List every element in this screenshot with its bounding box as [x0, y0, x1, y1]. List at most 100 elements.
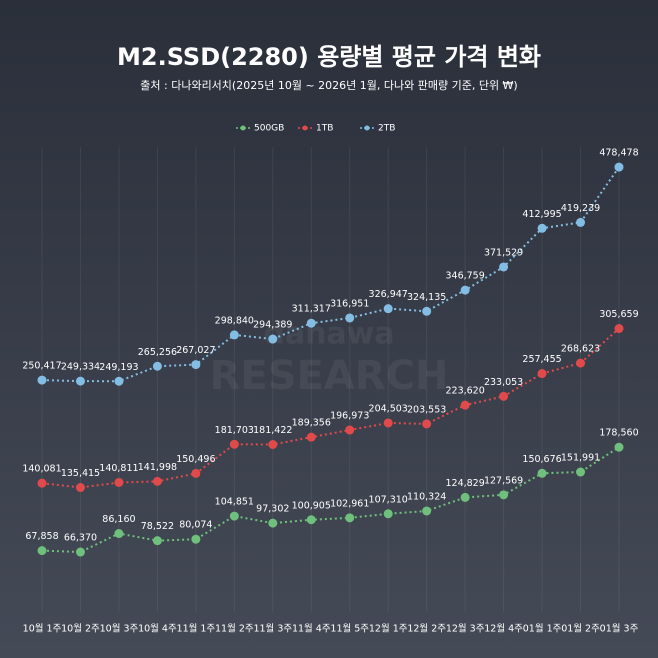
data-label: 268,623 [561, 344, 600, 355]
data-point [499, 490, 509, 500]
data-point [229, 511, 239, 521]
data-point [537, 369, 547, 379]
data-point [499, 391, 509, 401]
data-label: 110,324 [407, 491, 446, 502]
data-label: 298,840 [215, 315, 254, 326]
series-line [41, 446, 620, 554]
x-tick-label: 11월 4주 [292, 623, 331, 635]
data-point [37, 546, 47, 556]
legend-marker [364, 125, 370, 131]
data-point [306, 432, 316, 442]
data-label: 412,995 [522, 209, 561, 220]
data-label: 97,302 [256, 504, 289, 515]
data-label: 346,759 [445, 271, 484, 282]
data-label: 80,074 [179, 520, 212, 531]
data-point [268, 518, 278, 528]
x-tick-label: 10월 4주 [138, 623, 177, 635]
data-label: 305,659 [599, 309, 638, 320]
data-label: 326,947 [369, 289, 408, 300]
data-label: 233,053 [484, 377, 523, 388]
x-tick-label: 10월 2주 [61, 623, 100, 635]
data-label: 249,193 [99, 362, 138, 373]
data-point [191, 534, 201, 544]
data-point [306, 318, 316, 328]
data-point [306, 515, 316, 525]
data-point [614, 442, 624, 452]
x-tick-label: 01월 2주 [561, 623, 600, 635]
data-point [268, 334, 278, 344]
data-point [460, 492, 470, 502]
data-label: 124,829 [445, 478, 484, 489]
watermark: danawa [263, 317, 394, 352]
data-point [114, 376, 124, 386]
data-label: 267,027 [176, 345, 215, 356]
data-label: 324,135 [407, 292, 446, 303]
legend-label: 1TB [316, 124, 333, 134]
data-label: 150,676 [522, 454, 561, 465]
x-tick-label: 12월 3주 [446, 623, 485, 635]
data-label: 257,455 [522, 354, 561, 365]
data-point [537, 223, 547, 233]
legend-marker [302, 125, 308, 131]
data-label: 265,256 [138, 347, 177, 358]
data-label: 203,553 [407, 404, 446, 415]
data-label: 419,239 [561, 203, 600, 214]
data-point [460, 285, 470, 295]
data-point [614, 162, 624, 172]
data-point [383, 418, 393, 428]
data-label: 181,703 [215, 425, 254, 436]
data-point [576, 217, 586, 227]
data-label: 86,160 [102, 514, 135, 525]
data-point [191, 468, 201, 478]
data-label: 67,858 [25, 531, 58, 542]
data-label: 150,496 [176, 454, 215, 465]
data-label: 223,620 [445, 386, 484, 397]
x-tick-label: 12월 4주 [484, 623, 523, 635]
legend-label: 500GB [254, 124, 284, 134]
data-point [422, 306, 432, 316]
data-label: 250,417 [22, 361, 61, 372]
data-label: 140,811 [99, 463, 138, 474]
data-point [345, 425, 355, 435]
chart-title: M2.SSD(2280) 용량별 평균 가격 변화 [117, 43, 541, 71]
watermark: RESEARCH [210, 353, 449, 399]
data-point [383, 509, 393, 519]
data-label: 141,998 [138, 462, 177, 473]
x-tick-label: 10월 1주 [23, 623, 62, 635]
data-point [37, 375, 47, 385]
data-point [75, 483, 85, 493]
legend-label: 2TB [378, 124, 395, 134]
data-point [345, 313, 355, 323]
data-point [537, 468, 547, 478]
data-label: 140,081 [22, 464, 61, 475]
data-point [191, 360, 201, 370]
x-tick-label: 11월 3주 [253, 623, 292, 635]
data-point [614, 324, 624, 334]
data-label: 151,991 [561, 453, 600, 464]
x-tick-label: 01월 3주 [600, 623, 639, 635]
data-label: 100,905 [292, 500, 331, 511]
data-label: 196,973 [330, 411, 369, 422]
data-point [422, 419, 432, 429]
data-point [345, 513, 355, 523]
data-label: 316,951 [330, 298, 369, 309]
data-point [152, 536, 162, 546]
legend-marker [240, 125, 246, 131]
x-tick-label: 11월 2주 [215, 623, 254, 635]
data-point [499, 262, 509, 272]
data-point [114, 529, 124, 539]
data-label: 181,422 [253, 425, 292, 436]
data-label: 66,370 [64, 533, 97, 544]
data-label: 104,851 [215, 497, 254, 508]
data-label: 249,334 [61, 362, 100, 373]
data-point [75, 376, 85, 386]
data-point [229, 439, 239, 449]
data-label: 127,569 [484, 475, 523, 486]
data-point [268, 440, 278, 450]
data-point [422, 506, 432, 516]
data-point [37, 478, 47, 488]
data-point [460, 400, 470, 410]
data-point [152, 476, 162, 486]
